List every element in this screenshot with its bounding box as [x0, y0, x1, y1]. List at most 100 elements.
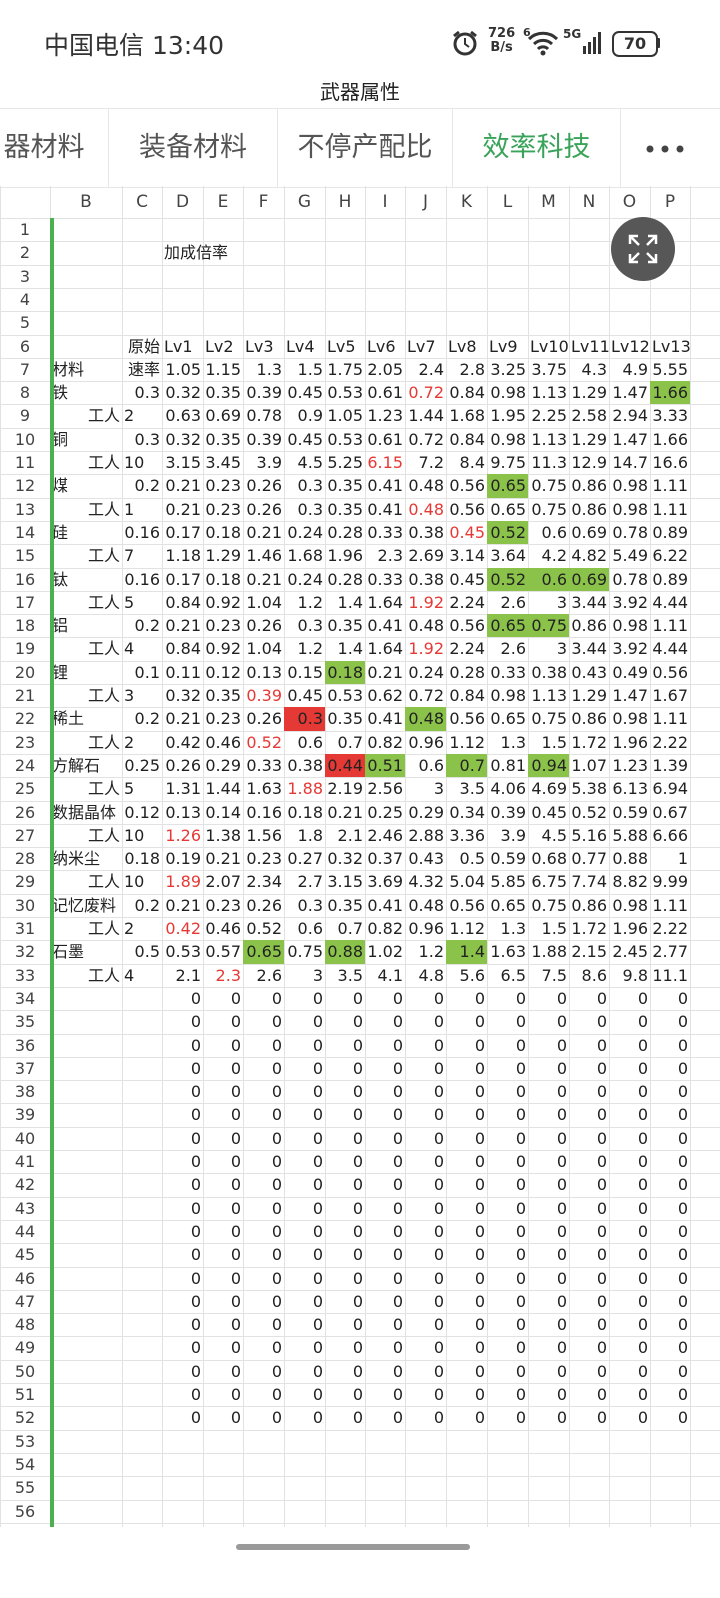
cell: 1.4: [337, 592, 363, 612]
cell: 0: [474, 988, 485, 1008]
cell: 0: [392, 1152, 403, 1171]
column-header: M: [541, 192, 556, 212]
cell: 5.49: [612, 546, 648, 566]
cell: 0: [556, 1385, 567, 1404]
cell: Lv6: [367, 336, 396, 356]
row-number: 18: [14, 616, 36, 636]
column-header: F: [258, 192, 269, 212]
cell: 3.33: [652, 406, 688, 426]
cell: 7: [124, 546, 135, 566]
grid-line: [0, 1126, 720, 1128]
cell: 工人: [87, 592, 120, 612]
cell: 2: [124, 406, 135, 426]
row-number: 14: [14, 522, 36, 542]
cell: 0: [515, 1385, 526, 1404]
cell: 2.24: [449, 592, 485, 612]
cell: 11.1: [652, 965, 688, 985]
cell: 0.32: [165, 429, 201, 449]
more-button[interactable]: [640, 139, 690, 159]
cell: 0.69: [571, 522, 607, 542]
cell: 2.3: [377, 546, 403, 566]
cell: 6.75: [531, 872, 567, 892]
cell: 0.52: [487, 520, 528, 545]
cell: 8.82: [612, 872, 648, 892]
cell: 0: [637, 1058, 648, 1078]
cell: 0.29: [205, 755, 241, 775]
row-number: 6: [19, 336, 31, 356]
cell: 0: [637, 1198, 648, 1218]
tab[interactable]: 装备材料: [109, 109, 278, 187]
cell: 1.63: [490, 942, 526, 962]
cell: 0: [556, 1128, 567, 1148]
cell: 0.89: [652, 522, 688, 542]
cell: 0: [352, 1128, 363, 1148]
row-number: 45: [14, 1245, 36, 1265]
cell: Lv12: [611, 336, 650, 356]
cell: 6.13: [612, 779, 648, 799]
cell: 0: [352, 1361, 363, 1381]
cell: 0.33: [490, 662, 526, 682]
home-indicator[interactable]: [236, 1544, 470, 1550]
cell: 0.3: [297, 476, 323, 496]
cell: 2.22: [652, 919, 688, 938]
cell: 0: [474, 1035, 485, 1055]
cell: 0: [677, 1338, 688, 1358]
cell: 0: [637, 1385, 648, 1404]
cell: 0.6: [297, 732, 323, 752]
cell: 12.9: [571, 453, 607, 472]
row-number: 9: [19, 406, 31, 426]
cell: 3.14: [449, 546, 485, 566]
cell: 3.15: [327, 872, 363, 892]
row-number: 34: [14, 988, 36, 1008]
row-number: 11: [14, 453, 36, 472]
cell: 1.3: [500, 732, 526, 752]
cell: 0: [352, 1408, 363, 1428]
cell: 0: [392, 1315, 403, 1335]
grid-line: [0, 1429, 720, 1431]
grid-line: [0, 1452, 720, 1454]
cell: 0.3: [134, 383, 160, 403]
cell: 10: [124, 825, 145, 845]
cell: 0: [637, 1105, 648, 1125]
tab[interactable]: 不停产配比: [278, 109, 453, 187]
cell: 0: [392, 1338, 403, 1358]
tab[interactable]: 器材料: [0, 109, 109, 187]
cell: 钛: [52, 569, 69, 589]
tab[interactable]: 效率科技: [453, 109, 621, 187]
cell: 1.23: [612, 755, 648, 775]
fullscreen-button[interactable]: [610, 216, 676, 282]
row-number: 24: [14, 755, 36, 775]
grid-line: [0, 684, 720, 685]
cell: 5: [124, 779, 135, 799]
cell: 0: [474, 1152, 485, 1171]
cell: 0.23: [205, 499, 241, 519]
cell: 0: [677, 1361, 688, 1381]
grid-line: [365, 186, 366, 1527]
cell: 2.22: [652, 732, 688, 752]
cell: 3.64: [490, 546, 526, 566]
cell: 0: [637, 1338, 648, 1358]
cell: 0.38: [287, 755, 323, 775]
cell: 0: [596, 1315, 607, 1335]
cell: 0.3: [134, 429, 160, 449]
cell: 纳米尘: [52, 849, 101, 869]
column-header: N: [582, 192, 596, 212]
grid-line: [0, 637, 720, 639]
grid-line: [0, 823, 720, 825]
cell: 2.69: [408, 546, 444, 566]
cell: 0: [556, 1361, 567, 1381]
cell: 3.9: [500, 825, 526, 845]
cell: 0.52: [246, 919, 282, 938]
cell: 0: [230, 1012, 241, 1032]
time: 13:40: [151, 31, 225, 60]
cell: 3.36: [449, 825, 485, 845]
cell: 1.96: [612, 919, 648, 938]
cell: 1.29: [571, 383, 607, 403]
cell: 0: [677, 1221, 688, 1241]
cell: 0: [190, 1082, 201, 1102]
cell: 0: [677, 1315, 688, 1335]
cell: 0: [637, 1012, 648, 1032]
cell: 0: [352, 1221, 363, 1241]
cell: 0: [230, 1035, 241, 1055]
cell: 0.14: [205, 802, 241, 822]
